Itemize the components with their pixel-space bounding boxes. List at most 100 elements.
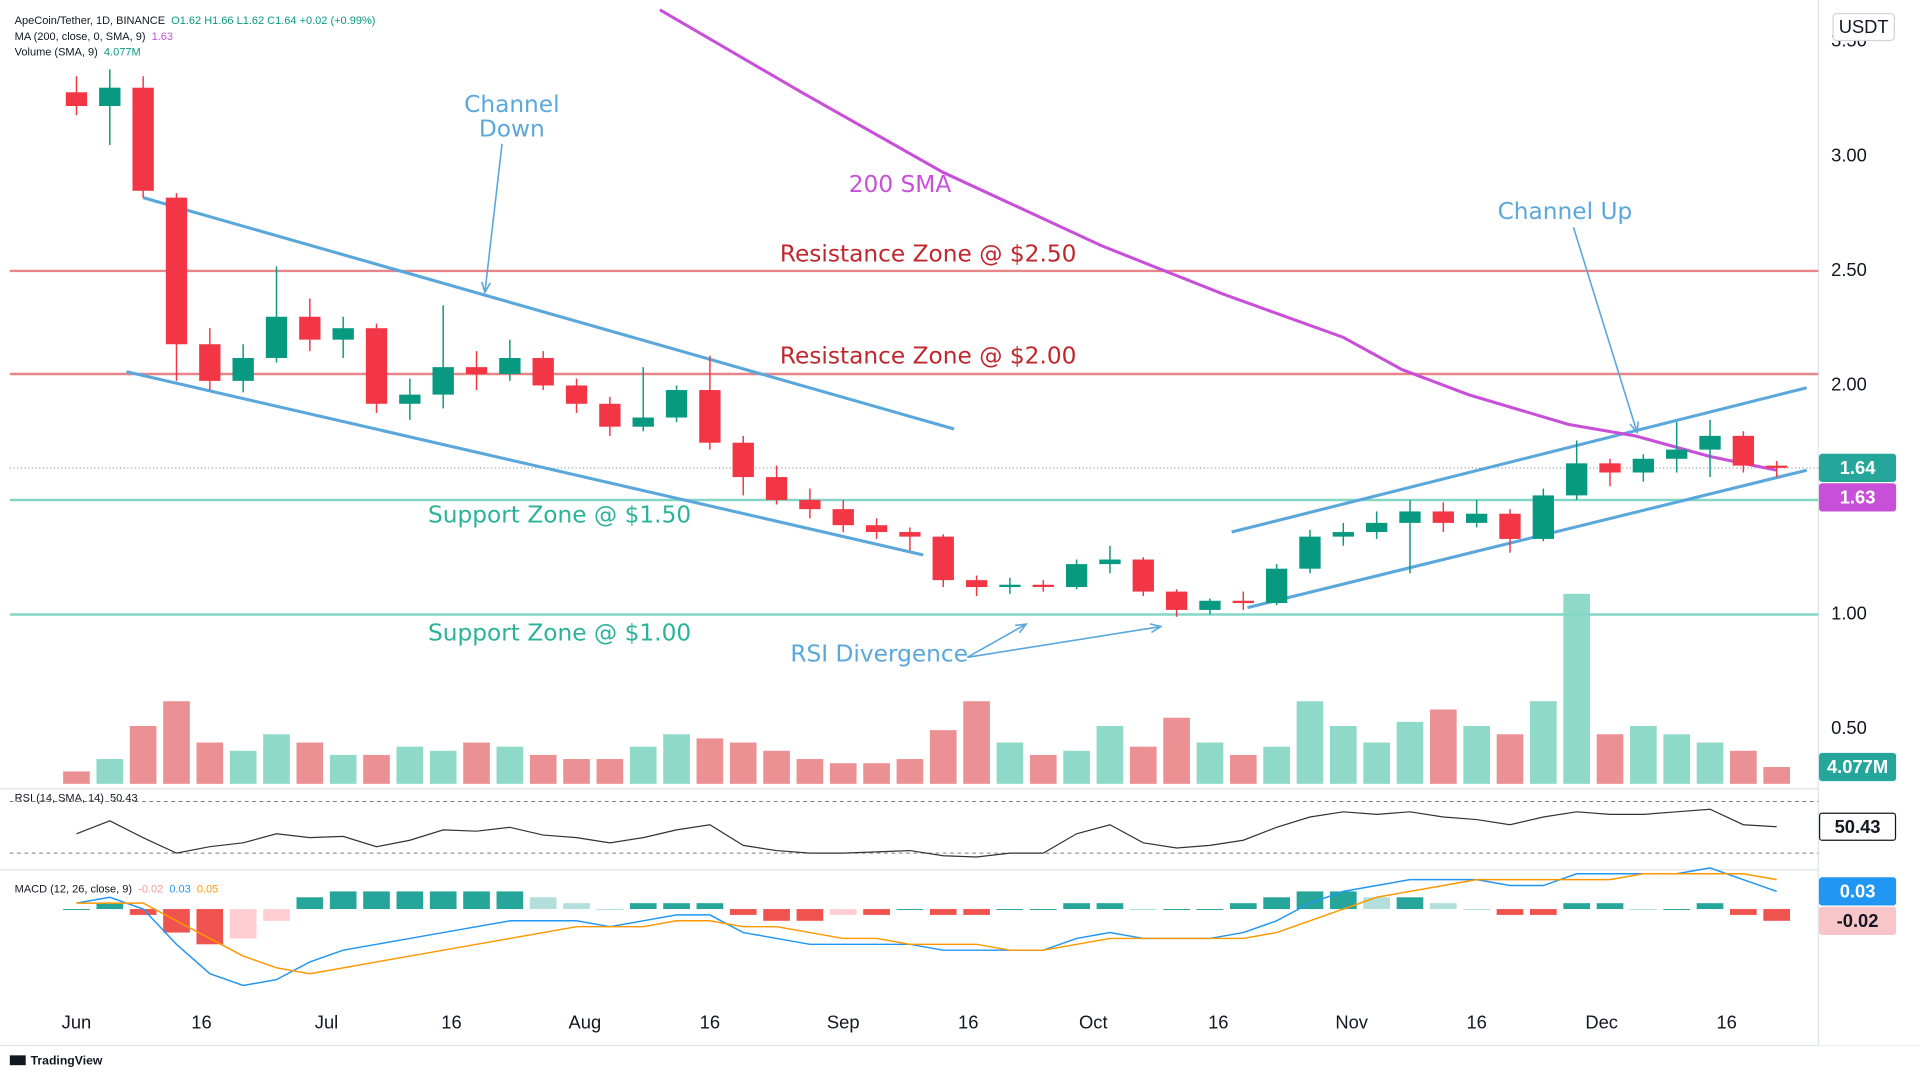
legend-text: RSI (14, SMA, 14): [15, 792, 104, 804]
macd-histogram-bar: [729, 909, 757, 915]
x-tick-label: Jun: [62, 1011, 92, 1032]
legend-text: 0.03: [169, 883, 190, 895]
brand-logo: [9, 1055, 26, 1066]
rsi-tag-bg: [1818, 812, 1897, 841]
y-tick-label: 0.50: [1831, 717, 1867, 738]
macd-histogram-bar: [1663, 909, 1691, 911]
volume-bar: [396, 746, 424, 784]
trendline: [126, 370, 924, 557]
candle-body: [99, 87, 121, 107]
macd-histogram-bar: [129, 909, 157, 915]
volume-bar: [1196, 742, 1224, 784]
last-price-tag-bg: [1818, 453, 1897, 483]
currency-box: [1832, 12, 1895, 42]
x-tick-label: 16: [191, 1011, 211, 1032]
macd-histogram-bar: [1296, 891, 1324, 910]
macd-histogram-bar: [1096, 903, 1124, 910]
volume-bar: [1630, 726, 1657, 784]
brand: TradingView: [31, 1054, 103, 1068]
macd-histogram-bar: [1496, 909, 1524, 915]
volume-bar: [863, 763, 890, 784]
annotation: Channel: [464, 91, 559, 118]
legend-text: 50.43: [110, 792, 138, 804]
candle-body: [465, 367, 488, 375]
volume-bar: [1429, 709, 1457, 784]
macd-histogram-bar: [1630, 909, 1657, 911]
candle-body: [1766, 465, 1788, 468]
trendline: [1231, 386, 1808, 534]
volume-bar: [1663, 734, 1691, 784]
volume-bar: [363, 754, 390, 784]
volume-bar: [129, 726, 157, 784]
macd-histogram-bar: [1763, 909, 1791, 921]
candle-body: [665, 390, 688, 418]
macd-histogram-bar: [1229, 903, 1257, 910]
macd-histogram-bar: [1429, 903, 1457, 910]
macd-tag: 0.03: [1840, 880, 1876, 901]
annotation-arrow: [1572, 227, 1638, 433]
histogram-tag-bg: [1818, 906, 1897, 936]
macd-histogram-bar: [463, 891, 490, 910]
macd-histogram-bar: [1396, 897, 1424, 910]
macd-histogram-bar: [1029, 909, 1057, 911]
macd-histogram-bar: [696, 903, 724, 910]
x-tick-label: 16: [958, 1011, 978, 1032]
volume-bar: [1029, 754, 1057, 784]
candle-body: [399, 394, 421, 404]
last-price-tag: 1.64: [1840, 457, 1876, 478]
volume-bar: [1396, 721, 1424, 784]
candle-body: [165, 197, 188, 345]
macd-histogram-bar: [829, 909, 857, 915]
candle-body: [1299, 536, 1321, 569]
candle-body: [1065, 564, 1088, 588]
macd-histogram-bar: [896, 909, 924, 911]
ma-tag-bg: [1818, 483, 1897, 512]
candle-body: [232, 357, 254, 381]
legend-text: 1.63: [152, 31, 173, 43]
macd-histogram-bar: [229, 909, 257, 939]
legend-text: -0.02: [138, 883, 163, 895]
volume-bar: [929, 730, 957, 784]
arrow-head: [481, 281, 492, 295]
volume-bar: [196, 742, 224, 784]
macd-histogram-bar: [1563, 903, 1591, 910]
candle-body: [1032, 584, 1054, 588]
macd-histogram-bar: [596, 909, 624, 911]
x-tick-label: Aug: [569, 1011, 602, 1032]
level-label: Resistance Zone @ $2.00: [780, 342, 1077, 369]
candle-body: [1666, 449, 1688, 459]
rsi-line: [76, 808, 1777, 858]
candle-body: [532, 357, 554, 386]
candle-body: [1632, 458, 1655, 473]
level-label: Support Zone @ $1.00: [428, 620, 691, 647]
histogram-tag: -0.02: [1837, 910, 1879, 931]
volume-bar: [596, 759, 624, 784]
macd-histogram-bar: [1163, 909, 1190, 911]
macd-histogram-bar: [1063, 903, 1090, 910]
macd-histogram-bar: [429, 891, 457, 910]
volume-bar: [163, 701, 190, 784]
candle-body: [565, 385, 588, 404]
annotation: Down: [479, 116, 545, 143]
level-label: Support Zone @ $1.50: [428, 501, 691, 528]
volume-bar: [563, 759, 590, 784]
macd-histogram-bar: [263, 909, 290, 921]
volume-bar: [963, 701, 990, 784]
volume-bar: [296, 742, 324, 784]
x-tick-label: Sep: [827, 1011, 860, 1032]
volume-bar: [229, 750, 257, 784]
volume-bar: [1596, 734, 1624, 784]
volume-bar: [729, 742, 757, 784]
macd-line: [76, 873, 1777, 975]
candle-body: [332, 328, 354, 340]
trendline: [1247, 468, 1808, 610]
macd-tag-bg: [1818, 877, 1897, 906]
macd-histogram-bar: [763, 909, 790, 921]
volume-bar: [263, 734, 290, 784]
volume-bar: [629, 746, 657, 784]
candle-body: [1265, 568, 1288, 604]
legend-text: O1.62 H1.66 L1.62 C1.64 +0.02 (+0.99%): [171, 15, 375, 27]
macd-histogram-bar: [1730, 909, 1757, 915]
macd-histogram-bar: [529, 897, 557, 910]
legend-text: Volume (SMA, 9): [15, 47, 98, 59]
